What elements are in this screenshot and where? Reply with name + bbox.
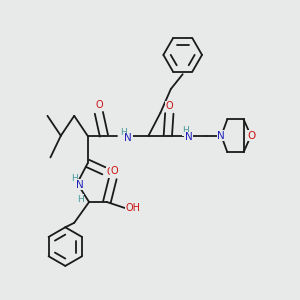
Text: O: O bbox=[247, 131, 255, 141]
Text: N: N bbox=[124, 133, 132, 143]
Text: OH: OH bbox=[126, 203, 141, 213]
Text: N: N bbox=[218, 131, 225, 141]
Text: H: H bbox=[182, 127, 189, 136]
Text: H: H bbox=[77, 194, 83, 203]
Text: N: N bbox=[76, 180, 84, 190]
Text: H: H bbox=[71, 174, 78, 183]
Text: O: O bbox=[166, 101, 173, 111]
Text: H: H bbox=[120, 128, 127, 137]
Text: O: O bbox=[95, 100, 103, 110]
Text: O: O bbox=[110, 166, 118, 176]
Text: O: O bbox=[107, 167, 114, 177]
Text: N: N bbox=[185, 132, 193, 142]
